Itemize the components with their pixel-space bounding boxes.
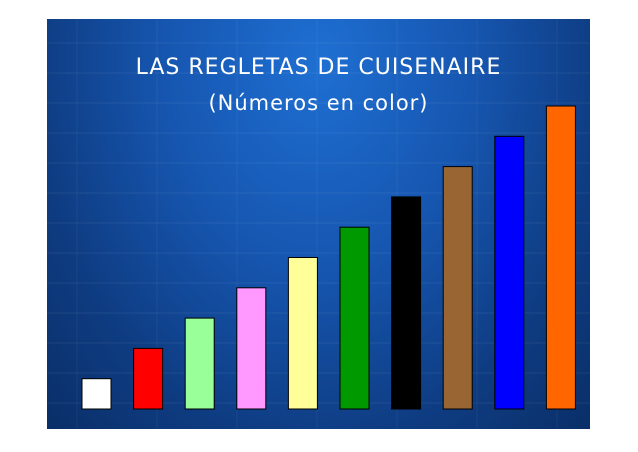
bar-8 <box>442 166 473 410</box>
chart-subtitle: (Números en color) <box>208 91 429 115</box>
bar-5 <box>287 257 318 410</box>
bar-6 <box>339 226 370 410</box>
bar-7 <box>391 196 422 410</box>
bar-1 <box>81 378 112 410</box>
bar-2 <box>133 347 164 410</box>
bar-10 <box>545 105 576 410</box>
bar-4 <box>236 287 267 410</box>
bar-3 <box>184 317 215 410</box>
bar-chart <box>81 105 576 410</box>
slide: LAS REGLETAS DE CUISENAIRE (Números en c… <box>47 19 590 429</box>
chart-title: LAS REGLETAS DE CUISENAIRE <box>135 55 502 80</box>
bar-9 <box>494 135 525 410</box>
